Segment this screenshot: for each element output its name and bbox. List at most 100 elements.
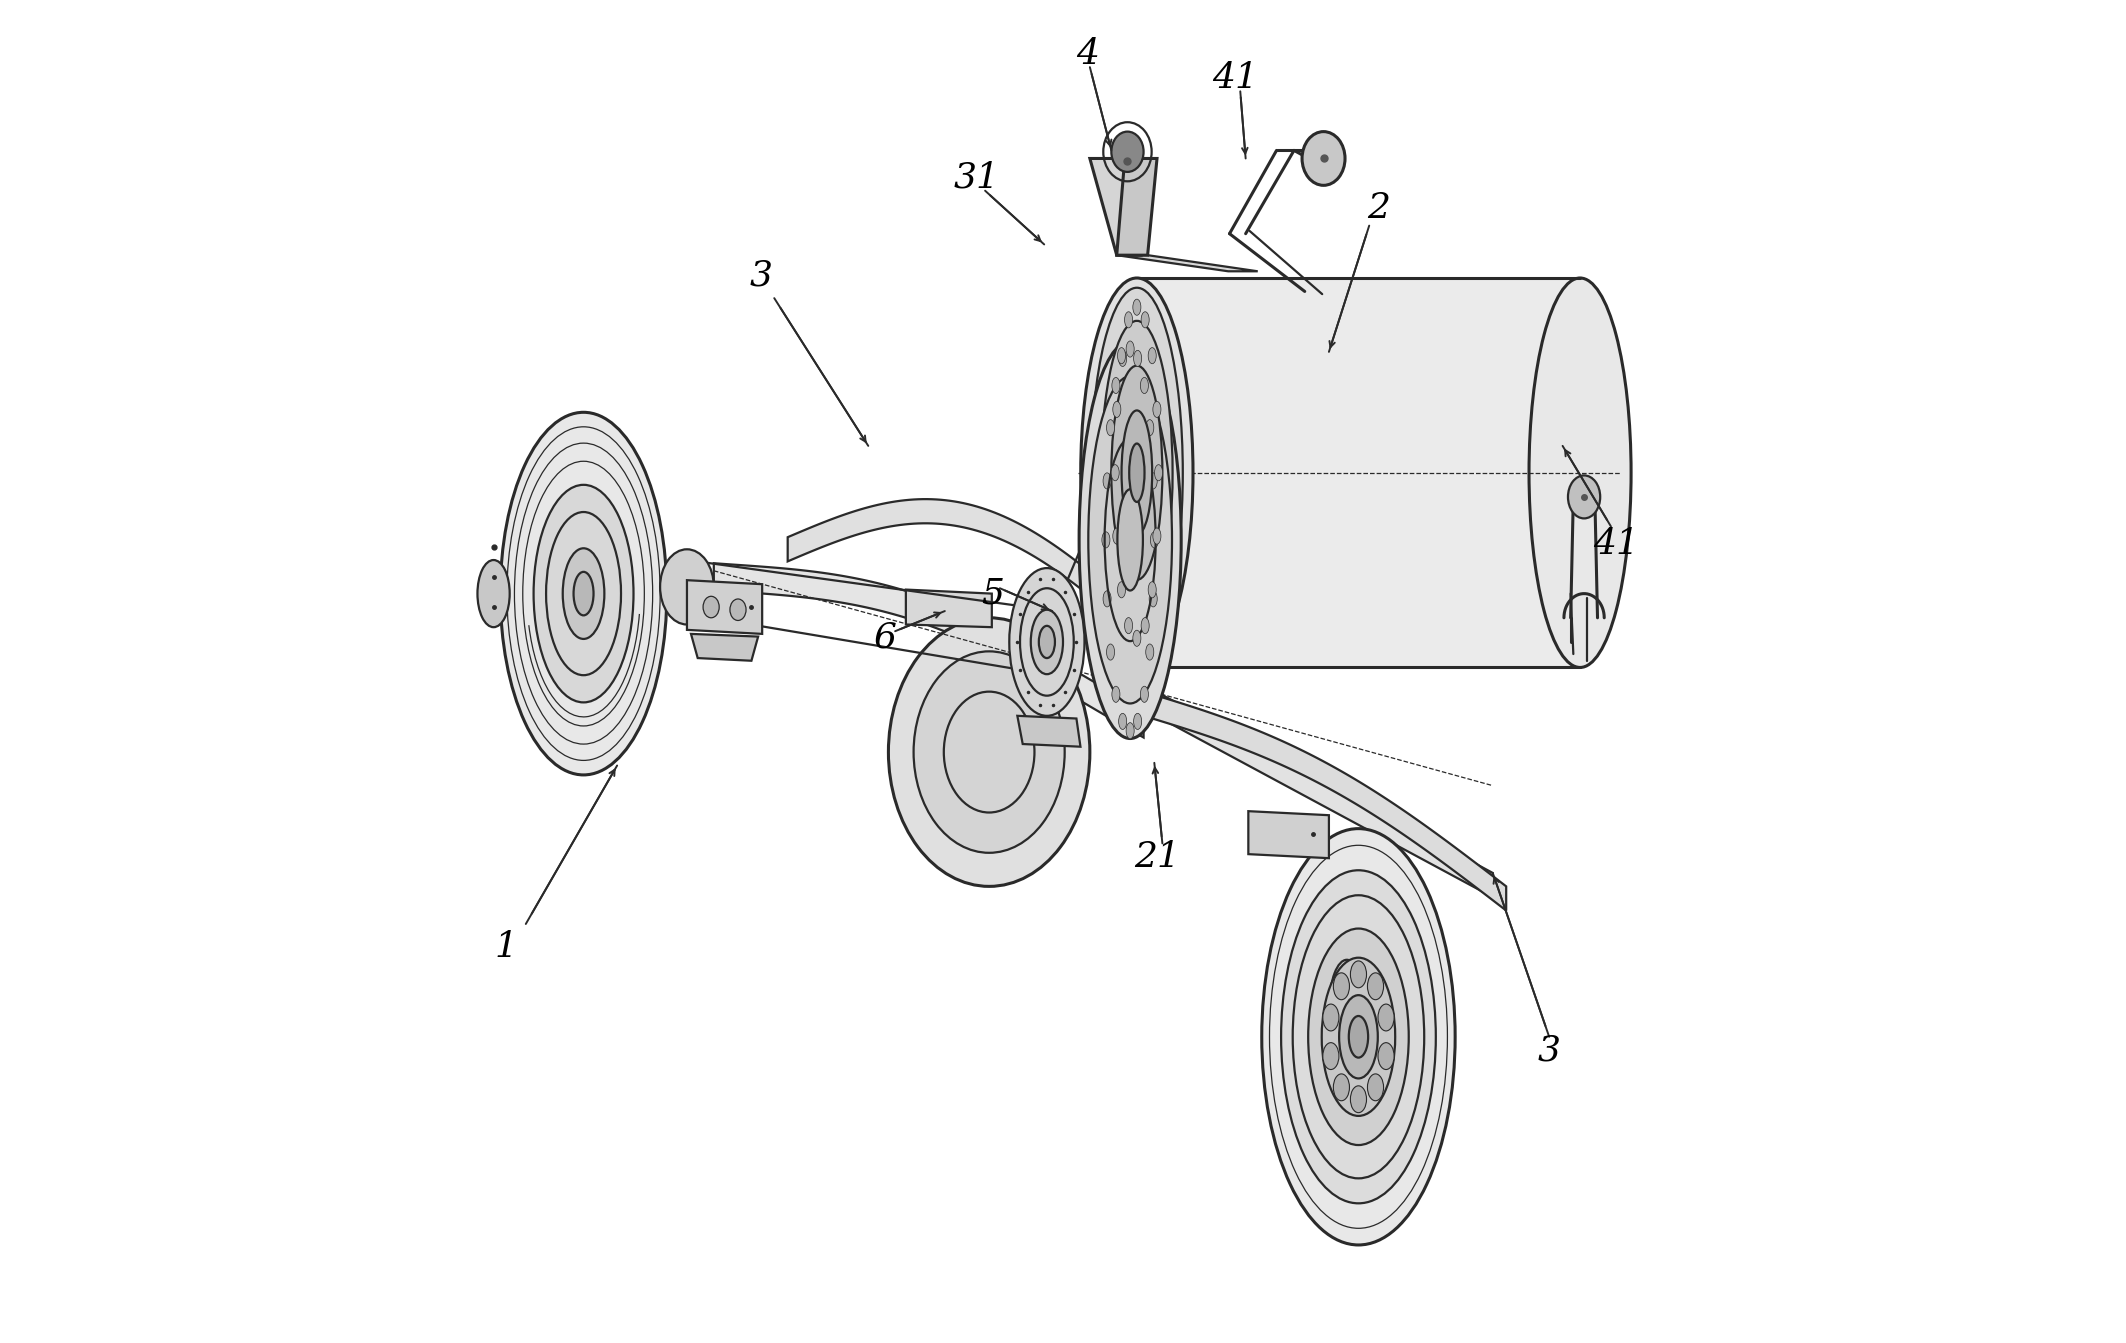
Text: 4: 4 xyxy=(1076,36,1099,71)
Ellipse shape xyxy=(1529,278,1631,667)
Ellipse shape xyxy=(1339,995,1378,1078)
Text: 3: 3 xyxy=(1537,1033,1560,1068)
Ellipse shape xyxy=(1350,1085,1367,1112)
Polygon shape xyxy=(1018,716,1080,747)
Ellipse shape xyxy=(1133,713,1142,729)
Ellipse shape xyxy=(1133,351,1142,367)
Ellipse shape xyxy=(1118,582,1125,598)
Ellipse shape xyxy=(1322,1042,1339,1069)
Ellipse shape xyxy=(1133,630,1142,646)
Ellipse shape xyxy=(1146,645,1154,661)
Ellipse shape xyxy=(1118,348,1125,364)
Ellipse shape xyxy=(1333,972,1350,999)
Ellipse shape xyxy=(1378,1005,1395,1031)
Polygon shape xyxy=(691,634,759,661)
Ellipse shape xyxy=(1089,376,1171,704)
Ellipse shape xyxy=(1118,351,1127,367)
Ellipse shape xyxy=(1322,958,1395,1116)
Ellipse shape xyxy=(1142,618,1150,634)
Ellipse shape xyxy=(1378,1042,1395,1069)
Text: 6: 6 xyxy=(874,620,897,655)
Polygon shape xyxy=(1144,685,1492,897)
Text: 31: 31 xyxy=(955,160,999,195)
Ellipse shape xyxy=(1322,1005,1339,1031)
Ellipse shape xyxy=(1329,960,1365,1052)
Ellipse shape xyxy=(1125,618,1133,634)
Polygon shape xyxy=(1116,255,1259,271)
Ellipse shape xyxy=(1367,1074,1384,1101)
Ellipse shape xyxy=(659,549,714,624)
Ellipse shape xyxy=(1367,972,1384,999)
Polygon shape xyxy=(1248,811,1329,858)
Ellipse shape xyxy=(1112,377,1120,393)
Ellipse shape xyxy=(1127,723,1133,739)
Ellipse shape xyxy=(500,412,668,775)
Ellipse shape xyxy=(1152,402,1161,418)
Ellipse shape xyxy=(1127,341,1133,357)
Text: 41: 41 xyxy=(1592,526,1639,561)
Ellipse shape xyxy=(1129,443,1144,502)
Ellipse shape xyxy=(1152,528,1161,544)
Polygon shape xyxy=(1137,278,1580,667)
Ellipse shape xyxy=(1080,278,1193,667)
Text: 3: 3 xyxy=(748,258,772,293)
Ellipse shape xyxy=(1333,1074,1350,1101)
Ellipse shape xyxy=(478,560,510,627)
Polygon shape xyxy=(687,580,761,634)
Text: 5: 5 xyxy=(982,576,1006,611)
Polygon shape xyxy=(789,500,1144,642)
Ellipse shape xyxy=(1261,829,1454,1245)
Ellipse shape xyxy=(1112,686,1120,702)
Ellipse shape xyxy=(1282,870,1435,1203)
Ellipse shape xyxy=(1123,411,1152,535)
Ellipse shape xyxy=(1112,465,1118,481)
Polygon shape xyxy=(1116,158,1157,255)
Ellipse shape xyxy=(1106,645,1114,661)
Ellipse shape xyxy=(1010,568,1084,716)
Ellipse shape xyxy=(1112,132,1144,172)
Polygon shape xyxy=(714,563,1144,737)
Ellipse shape xyxy=(1133,299,1142,316)
Text: 1: 1 xyxy=(493,929,517,964)
Ellipse shape xyxy=(1140,686,1148,702)
Ellipse shape xyxy=(1350,962,1367,988)
Ellipse shape xyxy=(574,572,593,615)
Ellipse shape xyxy=(1307,928,1410,1146)
Ellipse shape xyxy=(1118,713,1127,729)
Ellipse shape xyxy=(1112,402,1120,418)
Ellipse shape xyxy=(1031,610,1063,674)
Ellipse shape xyxy=(1125,312,1133,328)
Ellipse shape xyxy=(1101,532,1110,548)
Text: 41: 41 xyxy=(1212,60,1259,95)
Polygon shape xyxy=(1091,158,1142,255)
Ellipse shape xyxy=(1040,626,1054,658)
Ellipse shape xyxy=(729,599,746,620)
Ellipse shape xyxy=(1080,341,1182,739)
Ellipse shape xyxy=(1103,473,1112,489)
Ellipse shape xyxy=(1348,1015,1369,1058)
Text: 21: 21 xyxy=(1133,839,1180,874)
Ellipse shape xyxy=(1146,419,1154,435)
Ellipse shape xyxy=(1140,377,1148,393)
Ellipse shape xyxy=(1150,532,1159,548)
Ellipse shape xyxy=(1569,475,1601,518)
Ellipse shape xyxy=(1148,348,1157,364)
Ellipse shape xyxy=(563,548,604,639)
Ellipse shape xyxy=(1150,591,1157,607)
Ellipse shape xyxy=(914,651,1065,853)
Ellipse shape xyxy=(1301,132,1346,185)
Ellipse shape xyxy=(1150,473,1157,489)
Ellipse shape xyxy=(1112,365,1163,580)
Ellipse shape xyxy=(1142,312,1150,328)
Ellipse shape xyxy=(1118,489,1144,591)
Ellipse shape xyxy=(1148,582,1157,598)
Ellipse shape xyxy=(1091,287,1182,658)
Ellipse shape xyxy=(1101,321,1174,624)
Ellipse shape xyxy=(1112,528,1120,544)
Ellipse shape xyxy=(889,618,1091,886)
Ellipse shape xyxy=(704,596,719,618)
Ellipse shape xyxy=(1106,419,1114,435)
Ellipse shape xyxy=(534,485,634,702)
Ellipse shape xyxy=(1154,465,1163,481)
Ellipse shape xyxy=(1103,591,1112,607)
